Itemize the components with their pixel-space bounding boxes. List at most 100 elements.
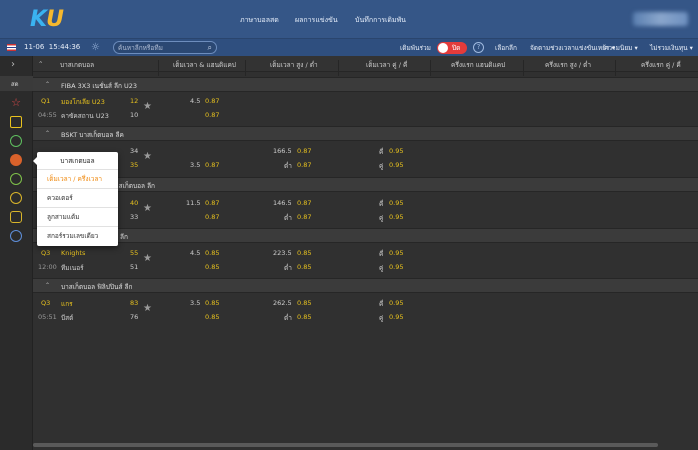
odds-button[interactable]: 0.85 bbox=[205, 263, 220, 271]
user-account-blurred[interactable] bbox=[633, 12, 688, 26]
favorite-star-icon[interactable]: ★ bbox=[143, 101, 152, 112]
team-home[interactable]: แกร bbox=[61, 300, 73, 308]
menu-item-single-digit-total[interactable]: สกอร์รวมเลขเดียว bbox=[47, 232, 99, 240]
match-row: 40 ★ 11.5 0.87 146.5 0.87 คี่ 0.95 bbox=[130, 199, 404, 214]
odds-button[interactable]: 0.87 bbox=[297, 161, 312, 169]
nav-results[interactable]: ผลการแข่งขัน bbox=[295, 16, 338, 24]
sort-dropdown[interactable]: จัดตามช่วงเวลาแข่งขันเหย้า ▾ bbox=[530, 44, 615, 52]
odds-button[interactable]: 0.87 bbox=[205, 213, 220, 221]
league-header[interactable]: ⌃ BSKT บาสเก็ตบอล ลีค bbox=[33, 126, 698, 141]
odds-button[interactable]: 0.87 bbox=[205, 161, 220, 169]
parlay-label: เดิมพันร่วม bbox=[400, 44, 431, 52]
nav-live-odds[interactable]: ภาษาบอลสด bbox=[240, 16, 279, 24]
match-row: 34 ★ 166.5 0.87 คี่ 0.95 bbox=[130, 147, 404, 162]
chevron-up-icon[interactable]: ⌃ bbox=[45, 81, 51, 88]
odds-button[interactable]: 0.95 bbox=[389, 313, 404, 321]
odds-button[interactable]: 0.95 bbox=[389, 249, 404, 257]
cycling-icon[interactable] bbox=[10, 230, 22, 242]
parlay-toggle[interactable]: ปิด bbox=[437, 42, 467, 54]
match-row: 04:55 คาซัคสถาน U23 10 0.87 bbox=[38, 111, 220, 120]
col-1h-odd-even: ครึ่งแรก คู่ / คี่ bbox=[641, 61, 681, 69]
market-dropdown[interactable]: ไม่รวมเงินทุน ▾ bbox=[650, 44, 693, 52]
score-away: 76 bbox=[130, 313, 139, 321]
odds-button[interactable]: 0.87 bbox=[205, 111, 220, 119]
odds-button[interactable]: 0.95 bbox=[389, 299, 404, 307]
collapse-all-icon[interactable]: ⌃ bbox=[38, 60, 44, 68]
odds-button[interactable]: 0.85 bbox=[205, 249, 220, 257]
team-away[interactable]: ทีมเนอร์ bbox=[61, 264, 84, 272]
microphone-icon[interactable] bbox=[10, 211, 22, 223]
odds-button[interactable]: 0.95 bbox=[389, 213, 404, 221]
search-icon[interactable]: ⌕ bbox=[207, 43, 212, 52]
tennis-icon[interactable] bbox=[10, 173, 22, 185]
menu-item-quarter[interactable]: ควอเตอร์ bbox=[37, 189, 118, 208]
menu-item-three-pointers[interactable]: ลูกสามแต้ม bbox=[37, 208, 118, 227]
chevron-right-icon[interactable]: › bbox=[11, 59, 15, 70]
theme-sun-icon[interactable]: ☼ bbox=[91, 42, 100, 53]
odds-button[interactable]: 0.85 bbox=[205, 313, 220, 321]
match-row: 05:51 บีสต์ 76 0.85 ต่ำ 0.85 คู่ 0.95 bbox=[38, 313, 404, 322]
league-header[interactable]: ⌃ าสเก็ตบอล ลีก bbox=[33, 177, 698, 192]
horizontal-scrollbar[interactable] bbox=[33, 443, 658, 447]
league-header[interactable]: ⌃ ลีก bbox=[33, 228, 698, 243]
score-away: 10 bbox=[130, 111, 139, 119]
odds-button[interactable]: 0.95 bbox=[389, 147, 404, 155]
score-home: 40 bbox=[130, 199, 139, 207]
odds-button[interactable]: 0.85 bbox=[297, 299, 312, 307]
nav-bet-history[interactable]: บันทึกการเดิมพัน bbox=[355, 16, 406, 24]
soccer-icon[interactable] bbox=[10, 135, 22, 147]
chevron-up-icon[interactable]: ⌃ bbox=[45, 130, 51, 137]
datetime: 11-06 15:44:36 bbox=[24, 43, 81, 51]
chevron-up-icon[interactable]: ⌃ bbox=[45, 282, 51, 289]
team-away[interactable]: บีสต์ bbox=[61, 314, 74, 322]
odds-button[interactable]: 0.85 bbox=[297, 249, 312, 257]
star-icon[interactable]: ☆ bbox=[11, 96, 21, 109]
sport-sidebar: › สด ☆ bbox=[0, 56, 33, 450]
odds-button[interactable]: 0.85 bbox=[297, 313, 312, 321]
search-input[interactable] bbox=[118, 43, 204, 53]
league-header[interactable]: ⌃ บาสเก็ตบอล ฟิลิปปินส์ ลีก bbox=[33, 278, 698, 293]
col-ft-handicap: เต็มเวลา & แฮนดิแคป bbox=[173, 61, 236, 69]
tv-icon[interactable] bbox=[10, 116, 22, 128]
score-away: 33 bbox=[130, 213, 139, 221]
basketball-icon[interactable] bbox=[10, 154, 22, 166]
volleyball-icon[interactable] bbox=[10, 192, 22, 204]
odds-button[interactable]: 0.95 bbox=[389, 199, 404, 207]
thai-flag-icon[interactable] bbox=[7, 44, 16, 51]
odds-button[interactable]: 0.85 bbox=[297, 263, 312, 271]
menu-caret bbox=[33, 157, 37, 165]
score-home: 83 bbox=[130, 299, 139, 307]
odds-button[interactable]: 0.87 bbox=[297, 213, 312, 221]
odds-button[interactable]: 0.95 bbox=[389, 263, 404, 271]
score-home: 55 bbox=[130, 249, 139, 257]
help-icon[interactable]: ? bbox=[473, 42, 484, 53]
team-away[interactable]: คาซัคสถาน U23 bbox=[61, 112, 109, 120]
favorite-star-icon[interactable]: ★ bbox=[143, 303, 152, 314]
odds-button[interactable]: 0.87 bbox=[205, 97, 220, 105]
select-league-button[interactable]: เลือกลีก bbox=[495, 44, 517, 52]
menu-item-fulltime-halftime[interactable]: เต็มเวลา / ครึ่งเวลา bbox=[37, 170, 118, 189]
team-home[interactable]: มองโกเลีย U23 bbox=[61, 98, 105, 106]
odds-button[interactable]: 0.87 bbox=[205, 199, 220, 207]
odds-button[interactable]: 0.87 bbox=[297, 147, 312, 155]
favorite-star-icon[interactable]: ★ bbox=[143, 151, 152, 162]
match-row: Q3 Knights 55 ★ 4.5 0.85 223.5 0.85 คี่ … bbox=[41, 249, 404, 264]
popular-dropdown[interactable]: ความนิยม ▾ bbox=[604, 44, 638, 52]
sidebar-item-live[interactable]: สด bbox=[0, 76, 33, 91]
match-row: 35 3.5 0.87 ต่ำ 0.87 คู่ 0.95 bbox=[130, 161, 404, 170]
toggle-label: ปิด bbox=[452, 44, 461, 52]
brand-logo[interactable]: KU bbox=[30, 7, 64, 32]
favorite-star-icon[interactable]: ★ bbox=[143, 203, 152, 214]
odds-button[interactable]: 0.85 bbox=[205, 299, 220, 307]
odds-button[interactable]: 0.95 bbox=[389, 161, 404, 169]
match-row: Q3 แกร 83 ★ 3.5 0.85 262.5 0.85 คี่ 0.95 bbox=[41, 299, 404, 314]
match-row: 12:00 ทีมเนอร์ 51 0.85 ต่ำ 0.85 คู่ 0.95 bbox=[38, 263, 404, 272]
league-header[interactable]: ⌃ FIBA 3X3 เนชั่นส์ ลีก U23 bbox=[33, 77, 698, 92]
score-away: 51 bbox=[130, 263, 139, 271]
search-box[interactable]: ⌕ bbox=[113, 41, 217, 54]
team-home[interactable]: Knights bbox=[61, 249, 86, 257]
favorite-star-icon[interactable]: ★ bbox=[143, 253, 152, 264]
col-ft-over-under: เต็มเวลา สูง / ต่ำ bbox=[270, 61, 318, 69]
odds-button[interactable]: 0.87 bbox=[297, 199, 312, 207]
odds-table: ⌃ บาสเกตบอล เต็มเวลา & แฮนดิแคป เต็มเวลา… bbox=[33, 56, 698, 450]
